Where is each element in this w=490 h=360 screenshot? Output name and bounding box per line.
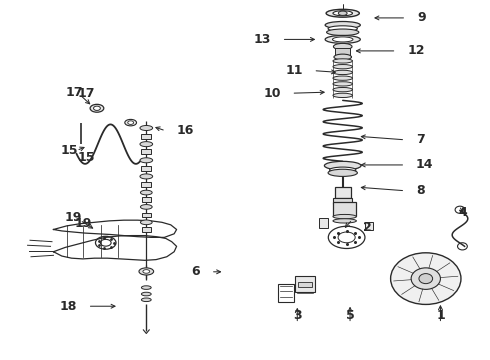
Text: 9: 9 [417,12,426,24]
Ellipse shape [327,29,359,36]
Ellipse shape [140,158,153,163]
Ellipse shape [90,104,104,112]
Ellipse shape [140,141,153,147]
Bar [142,166,151,171]
Ellipse shape [326,9,359,17]
Text: 1: 1 [436,309,445,322]
Ellipse shape [333,215,356,219]
Text: 6: 6 [192,265,200,278]
Text: 11: 11 [285,64,303,77]
Ellipse shape [141,190,152,195]
Bar [365,222,373,230]
Text: 13: 13 [253,33,271,46]
Ellipse shape [141,204,152,209]
Bar [335,48,350,57]
Ellipse shape [333,82,352,86]
Bar [319,219,328,228]
Text: 7: 7 [416,133,425,146]
Ellipse shape [333,219,356,223]
Bar [335,187,350,198]
Bar [142,197,151,202]
Bar [142,149,151,154]
Ellipse shape [338,11,347,15]
Ellipse shape [94,106,100,111]
Ellipse shape [324,161,361,170]
Ellipse shape [325,22,360,29]
Bar [142,213,151,217]
Ellipse shape [143,270,150,273]
Ellipse shape [142,286,151,289]
Text: 4: 4 [458,207,467,220]
Text: 17: 17 [77,87,95,100]
Ellipse shape [142,298,151,302]
Text: 14: 14 [416,158,434,171]
Ellipse shape [332,37,353,42]
Text: 16: 16 [176,124,194,138]
Bar [295,276,315,292]
Ellipse shape [328,169,357,176]
Text: 10: 10 [263,87,281,100]
Ellipse shape [140,174,153,179]
Text: 5: 5 [345,309,354,322]
Bar [278,284,294,302]
Ellipse shape [333,59,352,63]
Ellipse shape [333,93,352,98]
Text: 19: 19 [74,217,92,230]
Ellipse shape [125,120,137,126]
Text: 12: 12 [407,44,425,57]
Text: 3: 3 [293,309,301,322]
Ellipse shape [141,220,152,225]
Bar [298,282,312,287]
Ellipse shape [333,70,352,75]
Text: 17: 17 [65,86,83,99]
Bar [142,227,151,232]
Circle shape [411,268,441,289]
Text: 2: 2 [363,221,372,234]
Ellipse shape [128,121,134,125]
Ellipse shape [330,167,356,173]
Bar [333,198,352,204]
Ellipse shape [333,11,352,16]
Text: 15: 15 [77,151,95,164]
Circle shape [391,253,461,305]
Bar [333,202,356,216]
Ellipse shape [328,26,357,32]
Text: 18: 18 [60,300,77,313]
Ellipse shape [333,64,352,69]
Bar [142,182,151,187]
Ellipse shape [334,54,351,60]
Ellipse shape [325,36,360,43]
Ellipse shape [333,76,352,80]
Text: 8: 8 [416,184,425,197]
Text: 15: 15 [60,144,78,157]
Bar [142,134,151,139]
Ellipse shape [333,43,352,50]
Ellipse shape [142,292,151,296]
Ellipse shape [139,268,154,275]
Ellipse shape [140,126,153,131]
Ellipse shape [333,87,352,92]
Text: 19: 19 [64,211,82,224]
Circle shape [419,274,433,284]
